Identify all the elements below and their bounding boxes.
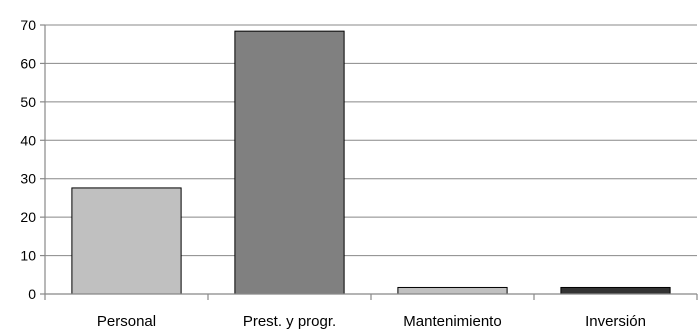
y-tick-label: 20: [20, 209, 36, 225]
x-category-label: Personal: [97, 313, 156, 330]
bar-prest-y-progr: [234, 30, 345, 295]
y-tick-label: 0: [28, 286, 36, 302]
x-category-label: Inversión: [585, 313, 646, 330]
axes: [40, 24, 698, 300]
bar-inversi-n: [560, 286, 671, 295]
y-tick-label: 60: [20, 55, 36, 71]
bar-personal: [71, 187, 182, 295]
bars: [71, 30, 671, 295]
x-category-label: Mantenimiento: [403, 313, 501, 330]
y-tick-label: 30: [20, 171, 36, 187]
y-tick-label: 70: [20, 17, 36, 33]
y-tick-label: 10: [20, 248, 36, 264]
labels: 0 10 20 30 40 50 60 70 Personal Prest. y progr. Ma…: [20, 17, 646, 330]
y-tick-label: 40: [20, 132, 36, 148]
bar-mantenimiento: [397, 286, 508, 295]
y-tick-label: 50: [20, 94, 36, 110]
x-category-label: Prest. y progr.: [243, 313, 336, 330]
